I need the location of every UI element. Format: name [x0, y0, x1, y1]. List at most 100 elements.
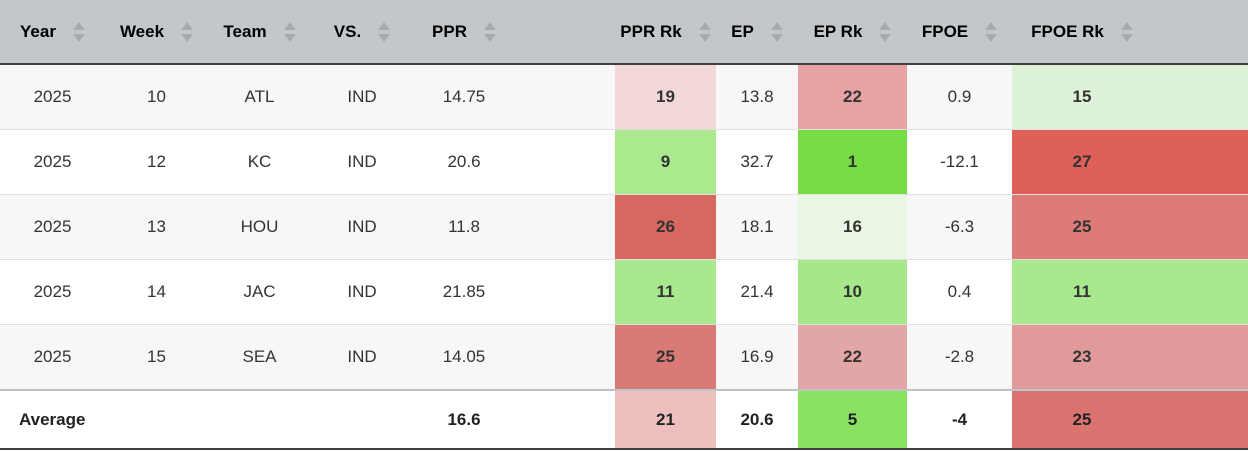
cell-vs: IND — [311, 324, 413, 390]
column-header-ppr-rk[interactable]: PPR Rk — [615, 0, 716, 65]
column-header-fpoe-rk[interactable]: FPOE Rk — [1012, 0, 1248, 65]
sort-icon — [483, 21, 496, 42]
column-label-team: Team — [223, 21, 267, 41]
column-label-fpoe-rk: FPOE Rk — [1031, 21, 1104, 41]
cell-year: 2025 — [0, 324, 105, 390]
table-row: 2025 12 KC IND 20.6 9 32.7 1 -12.1 27 — [0, 129, 1248, 195]
cell-year: 2025 — [33, 87, 72, 106]
sort-icon — [181, 21, 194, 42]
table-body: 2025 10 ATL IND 14.75 19 13.8 22 0.9 15 … — [0, 64, 1248, 449]
cell-ep: 16.9 — [716, 324, 798, 390]
cell-ppr-rk: 26 — [615, 194, 716, 260]
cell-ep-rk: 22 — [798, 324, 907, 390]
cell-fpoe-rk: 27 — [1012, 129, 1248, 195]
cell-ep-rk: 10 — [798, 259, 907, 325]
cell-ppr-rk: 9 — [615, 129, 716, 195]
column-header-ppr[interactable]: PPR — [413, 0, 615, 65]
cell-week: 13 — [105, 194, 208, 260]
cell-fpoe: -2.8 — [907, 324, 1012, 390]
sort-icon — [283, 21, 296, 42]
cell-ppr: 20.6 — [413, 129, 615, 195]
cell-fpoe: -12.1 — [907, 129, 1012, 195]
cell-team: JAC — [208, 259, 311, 325]
column-header-team[interactable]: Team — [208, 0, 311, 65]
cell-team: KC — [208, 129, 311, 195]
cell-ep-rk: 1 — [798, 129, 907, 195]
cell-fpoe-rk: 25 — [1012, 389, 1248, 449]
cell-vs: IND — [311, 259, 413, 325]
cell-ep: 32.7 — [716, 129, 798, 195]
cell-ep: 21.4 — [716, 259, 798, 325]
cell-ep: 13.8 — [740, 87, 774, 106]
cell-week — [105, 389, 208, 449]
sort-icon — [770, 21, 783, 42]
cell-team: SEA — [208, 324, 311, 390]
sort-icon — [378, 21, 391, 42]
cell-week: 14 — [105, 259, 208, 325]
cell-fpoe-rk: 23 — [1012, 324, 1248, 390]
cell-ep-rk: 22 — [798, 64, 907, 130]
table-row: 2025 15 SEA IND 14.05 25 16.9 22 -2.8 23 — [0, 324, 1248, 390]
cell-fpoe: 0.9 — [947, 87, 972, 106]
sort-icon — [985, 21, 998, 42]
cell-year: 2025 — [0, 194, 105, 260]
cell-year: 2025 — [0, 259, 105, 325]
column-header-fpoe[interactable]: FPOE — [907, 0, 1012, 65]
column-label-vs: VS. — [333, 21, 362, 41]
average-row: Average 16.6 21 20.6 5 -4 25 — [0, 389, 1248, 449]
cell-ep: 20.6 — [716, 389, 798, 449]
sort-icon — [698, 21, 711, 42]
cell-week: 15 — [105, 324, 208, 390]
cell-ep: 18.1 — [716, 194, 798, 260]
cell-fpoe-rk: 11 — [1012, 259, 1248, 325]
column-label-week: Week — [119, 21, 165, 41]
cell-ppr: 16.6 — [413, 389, 615, 449]
sort-icon — [72, 21, 85, 42]
table-row: 2025 10 ATL IND 14.75 19 13.8 22 0.9 15 — [0, 64, 1248, 130]
cell-ep-rk: 5 — [798, 389, 907, 449]
column-label-fpoe: FPOE — [921, 21, 969, 41]
cell-ppr-rk: 19 — [615, 64, 716, 130]
sort-icon — [879, 21, 892, 42]
cell-week: 10 — [147, 87, 166, 106]
cell-ep-rk: 16 — [798, 194, 907, 260]
cell-week: 12 — [105, 129, 208, 195]
cell-fpoe: 0.4 — [907, 259, 1012, 325]
cell-fpoe: -4 — [907, 389, 1012, 449]
cell-team: ATL — [244, 87, 275, 106]
table-header: Year Week Team VS. PPR PPR Rk EP EP Rk F… — [0, 0, 1248, 65]
cell-fpoe-rk: 15 — [1012, 64, 1248, 130]
cell-fpoe-rk: 25 — [1012, 194, 1248, 260]
cell-vs — [311, 389, 413, 449]
table-row: 2025 13 HOU IND 11.8 26 18.1 16 -6.3 25 — [0, 194, 1248, 260]
column-header-ep-rk[interactable]: EP Rk — [798, 0, 907, 65]
column-header-year[interactable]: Year — [0, 0, 105, 65]
cell-ppr-rk: 11 — [615, 259, 716, 325]
cell-year: 2025 — [0, 129, 105, 195]
cell-vs: IND — [311, 194, 413, 260]
column-label-ppr: PPR — [432, 21, 467, 41]
cell-ppr-rk: 21 — [615, 389, 716, 449]
column-header-ep[interactable]: EP — [716, 0, 798, 65]
column-label-ep: EP — [731, 21, 754, 41]
column-header-week[interactable]: Week — [105, 0, 208, 65]
cell-ppr: 11.8 — [413, 194, 615, 260]
cell-team — [208, 389, 311, 449]
cell-ppr: 14.05 — [413, 324, 615, 390]
cell-vs: IND — [311, 129, 413, 195]
cell-ppr: 21.85 — [413, 259, 615, 325]
sort-icon — [1120, 21, 1133, 42]
cell-fpoe: -6.3 — [907, 194, 1012, 260]
header-row: Year Week Team VS. PPR PPR Rk EP EP Rk F… — [0, 0, 1248, 65]
cell-team: HOU — [208, 194, 311, 260]
table-row: 2025 14 JAC IND 21.85 11 21.4 10 0.4 11 — [0, 259, 1248, 325]
cell-ppr-rk: 25 — [615, 324, 716, 390]
column-label-year: Year — [20, 21, 56, 41]
column-label-ep-rk: EP Rk — [813, 21, 863, 41]
column-header-vs[interactable]: VS. — [311, 0, 413, 65]
average-label: Average — [0, 389, 105, 449]
cell-vs: IND — [347, 87, 377, 106]
cell-ppr: 14.75 — [442, 87, 486, 106]
column-label-ppr-rk: PPR Rk — [620, 21, 682, 41]
